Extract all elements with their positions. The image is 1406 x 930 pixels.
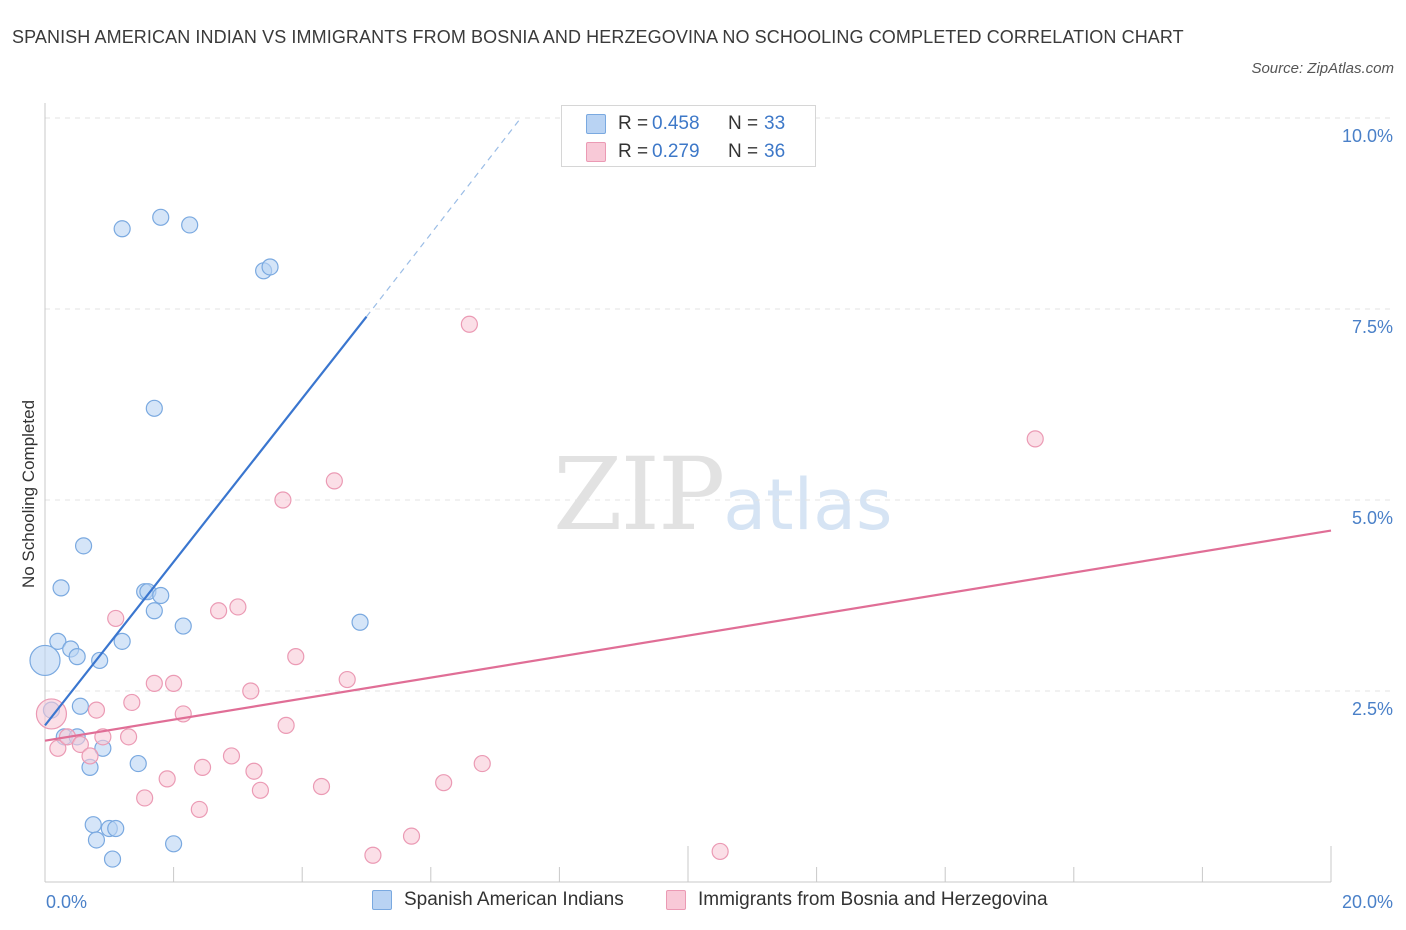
legend-n-value: 33 [764, 113, 786, 134]
source-label: Source: ZipAtlas.com [1251, 60, 1394, 77]
chart-title: SPANISH AMERICAN INDIAN VS IMMIGRANTS FR… [12, 27, 1184, 47]
trend-line-bosnia-herzegovina [44, 529, 1332, 742]
data-point-bosnia-herzegovina [119, 728, 138, 746]
y-tick-label: 10.0% [1342, 126, 1393, 146]
data-point-bosnia-herzegovina [251, 781, 270, 799]
legend-n-value: 36 [764, 141, 786, 162]
y-axis-title: No Schooling Completed [19, 400, 38, 588]
data-point-bosnia-herzegovina [242, 682, 260, 700]
data-point-bosnia-herzegovina [190, 800, 208, 819]
data-point-spanish-american-indian [351, 613, 369, 631]
data-point-bosnia-herzegovina [711, 842, 729, 861]
data-point-bosnia-herzegovina [364, 846, 382, 864]
data-point-bosnia-herzegovina [402, 827, 421, 845]
axis-labels-layer: 2.5% 5.0% 7.5% 10.0% 0.0% 20.0% No Schooling C… [19, 126, 1393, 912]
data-point-spanish-american-indian [103, 850, 122, 868]
data-point-spanish-american-indian [165, 835, 183, 853]
data-point-spanish-american-indian [49, 632, 67, 650]
watermark: ZIPatlas [553, 440, 892, 560]
data-point-spanish-american-indian [29, 644, 61, 677]
legend-n-label: N = [728, 113, 759, 134]
data-point-bosnia-herzegovina [338, 670, 356, 689]
trend-extension-spanish-american-indians [366, 117, 522, 318]
data-point-spanish-american-indian [261, 258, 279, 276]
trend-layer [44, 117, 1332, 742]
axes-layer [44, 103, 1332, 883]
data-point-bosnia-herzegovina [136, 789, 154, 807]
bottom-legend-label: Immigrants from Bosnia and Herzegovina [698, 889, 1048, 910]
legend-r-label: R = [618, 141, 649, 162]
bottom-legend-item-spanish-american-indians: Spanish American Indians [372, 889, 624, 911]
data-point-spanish-american-indian [74, 537, 93, 555]
legend-row-bosnia-herzegovina: R = 0.279 N = 36 [586, 139, 785, 165]
trend-line-spanish-american-indians [44, 315, 368, 727]
data-point-bosnia-herzegovina [107, 609, 125, 628]
data-point-spanish-american-indian [174, 617, 192, 635]
data-point-spanish-american-indian [145, 399, 163, 417]
data-point-bosnia-herzegovina [222, 747, 241, 765]
data-point-spanish-american-indian [181, 216, 199, 234]
bottom-legend-label: Spanish American Indians [404, 889, 624, 910]
stats-legend: R = 0.458 N = 33 R = 0.279 N = 36 [561, 105, 816, 167]
data-point-spanish-american-indian [152, 208, 170, 226]
data-point-bosnia-herzegovina [229, 598, 247, 616]
data-point-spanish-american-indian [152, 586, 170, 605]
data-point-bosnia-herzegovina [460, 315, 478, 333]
data-point-spanish-american-indian [145, 602, 163, 620]
data-point-spanish-american-indian [84, 816, 102, 834]
data-point-bosnia-herzegovina [158, 770, 176, 788]
legend-r-label: R = [618, 113, 649, 134]
data-point-bosnia-herzegovina [165, 674, 183, 692]
data-point-spanish-american-indian [71, 697, 89, 715]
data-point-bosnia-herzegovina [325, 472, 343, 490]
data-point-spanish-american-indian [68, 648, 86, 666]
data-point-bosnia-herzegovina [245, 762, 263, 780]
data-point-bosnia-herzegovina [193, 758, 212, 777]
data-point-bosnia-herzegovina [49, 739, 67, 757]
data-point-bosnia-herzegovina [277, 716, 295, 734]
data-point-bosnia-herzegovina [274, 491, 292, 509]
data-point-bosnia-herzegovina [210, 602, 228, 620]
data-point-bosnia-herzegovina [81, 747, 99, 765]
bottom-legend-item-bosnia-herzegovina: Immigrants from Bosnia and Herzegovina [666, 889, 1048, 911]
points-layer [29, 208, 1044, 868]
data-point-bosnia-herzegovina [123, 693, 141, 712]
data-point-bosnia-herzegovina [87, 701, 106, 719]
legend-r-value: 0.458 [652, 113, 700, 134]
data-point-bosnia-herzegovina [287, 648, 305, 666]
watermark-atlas: atlas [723, 464, 893, 546]
y-tick-label: 7.5% [1352, 317, 1393, 337]
data-point-spanish-american-indian [87, 831, 106, 849]
data-point-bosnia-herzegovina [312, 777, 331, 796]
y-tick-label: 2.5% [1352, 699, 1393, 719]
data-point-spanish-american-indian [91, 651, 109, 670]
data-point-spanish-american-indian [113, 632, 131, 650]
data-point-spanish-american-indian [113, 220, 131, 238]
watermark-zip: ZIP [553, 436, 725, 553]
legend-row-spanish-american-indians: R = 0.458 N = 33 [586, 111, 785, 137]
legend-swatch-pink [586, 142, 606, 162]
x-tick-label: 0.0% [46, 892, 87, 912]
legend-swatch-blue [586, 114, 606, 134]
data-point-bosnia-herzegovina [1026, 430, 1044, 448]
y-tick-label: 5.0% [1352, 508, 1393, 528]
data-point-bosnia-herzegovina [435, 774, 453, 792]
data-point-spanish-american-indian [107, 819, 125, 838]
legend-n-label: N = [728, 141, 759, 162]
data-point-bosnia-herzegovina [145, 674, 163, 692]
data-point-spanish-american-indian [129, 754, 147, 773]
data-point-bosnia-herzegovina [71, 735, 89, 754]
data-point-bosnia-herzegovina [473, 754, 491, 773]
data-point-spanish-american-indian [52, 579, 70, 597]
bottom-legend-swatch-blue [372, 890, 392, 910]
x-tick-label: 20.0% [1342, 892, 1393, 912]
bottom-legend-swatch-pink [666, 890, 686, 910]
grid-layer [45, 117, 1395, 692]
legend-r-value: 0.279 [652, 141, 700, 162]
